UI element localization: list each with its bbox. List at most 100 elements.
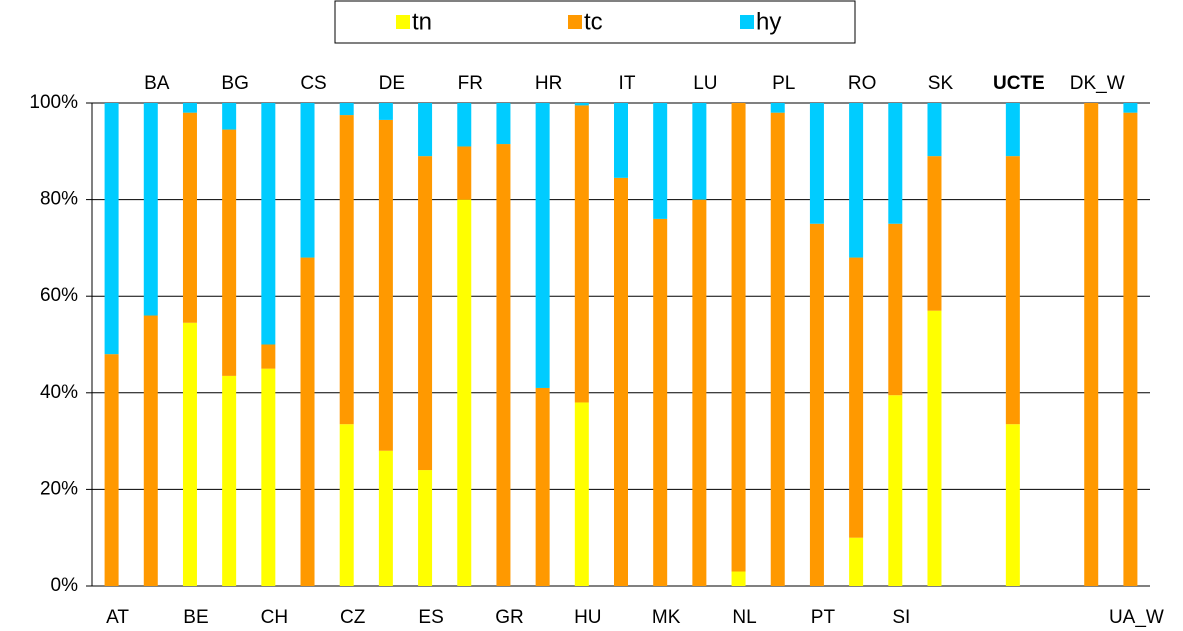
- bar-segment: [614, 103, 628, 178]
- bar-segment: [927, 103, 942, 157]
- bar-segment: [261, 368, 276, 586]
- bar-segment: [574, 105, 589, 403]
- legend-box: [334, 0, 856, 44]
- x-tick-label: CZ: [340, 607, 366, 628]
- bar-segment: [496, 103, 511, 145]
- bar-segment: [927, 156, 942, 311]
- bar-segment: [261, 344, 276, 369]
- bar-segment: [809, 103, 824, 224]
- bar-segment: [182, 322, 197, 586]
- y-tick-label: 60%: [40, 285, 78, 306]
- x-tick-label: IT: [619, 73, 636, 94]
- legend-swatch: [568, 15, 582, 29]
- bar-segment: [809, 223, 824, 586]
- bar-segment: [496, 144, 511, 586]
- bar-segment: [457, 199, 472, 586]
- bar-segment: [104, 103, 119, 355]
- x-tick-label: SK: [928, 73, 954, 94]
- x-tick-label: BG: [221, 73, 248, 94]
- bar-segment: [300, 257, 315, 586]
- bar-segment: [378, 450, 393, 586]
- x-tick-label: DE: [379, 73, 405, 94]
- bar-segment: [418, 156, 433, 471]
- x-tick-label: ES: [418, 607, 443, 628]
- bar-segment: [418, 470, 433, 586]
- bar-segment: [1005, 424, 1020, 586]
- bar-segment: [143, 103, 158, 316]
- legend-swatch: [396, 15, 410, 29]
- bar-segment: [222, 129, 237, 376]
- bar-segment: [770, 103, 785, 113]
- bar-segment: [261, 103, 276, 345]
- x-tick-label: CS: [300, 73, 326, 94]
- bar-segment: [731, 103, 746, 572]
- bar-segment: [535, 103, 550, 388]
- bar-segment: [143, 315, 158, 586]
- bar-segment: [104, 354, 119, 586]
- bar-segment: [222, 375, 237, 586]
- bar-segment: [339, 115, 354, 425]
- x-tick-label: NL: [732, 607, 756, 628]
- bar-segment: [614, 177, 628, 587]
- x-tick-label: SI: [892, 607, 910, 628]
- y-tick-label: 20%: [40, 478, 78, 499]
- legend-swatch: [740, 15, 754, 29]
- y-tick-label: 40%: [40, 382, 78, 403]
- bar-segment: [535, 387, 550, 586]
- x-tick-label: BA: [144, 73, 170, 94]
- x-tick-label: MK: [652, 607, 681, 628]
- x-tick-label: RO: [848, 73, 877, 94]
- bar-segment: [574, 402, 589, 586]
- x-tick-label: PL: [772, 73, 795, 94]
- x-tick-label: DK_W: [1070, 73, 1125, 94]
- x-tick-label: HU: [574, 607, 601, 628]
- bar-segment: [849, 537, 864, 586]
- bar-segment: [182, 112, 197, 323]
- x-tick-label: HR: [535, 73, 562, 94]
- bar-segment: [339, 424, 354, 586]
- bar-segment: [731, 571, 746, 586]
- x-tick-label: GR: [495, 607, 524, 628]
- x-tick-label: LU: [693, 73, 717, 94]
- bar-segment: [849, 257, 864, 538]
- bar-segment: [339, 103, 354, 116]
- x-tick-label: PT: [811, 607, 836, 628]
- bar-segment: [1005, 156, 1020, 425]
- bar-segment: [888, 103, 903, 224]
- legend: tn tc hy: [334, 0, 856, 44]
- bar-segment: [770, 112, 785, 586]
- legend-label: hy: [756, 8, 781, 35]
- bar-segment: [300, 103, 315, 258]
- bar-segment: [378, 103, 393, 120]
- y-tick-label: 80%: [40, 189, 78, 210]
- bar-segment: [692, 103, 707, 200]
- bar-segment: [378, 119, 393, 451]
- bar-segment: [653, 103, 668, 219]
- bar-segment: [222, 103, 237, 130]
- legend-label: tc: [584, 8, 603, 35]
- x-tick-label: BE: [183, 607, 208, 628]
- x-tick-label: FR: [458, 73, 483, 94]
- bar-segment: [182, 103, 197, 113]
- bar-segment: [1123, 103, 1138, 113]
- legend-label: tn: [412, 8, 432, 35]
- bar-segment: [1123, 112, 1138, 586]
- bar-segment: [457, 146, 472, 200]
- x-tick-label: UA_W: [1109, 607, 1164, 628]
- bar-segment: [574, 103, 589, 106]
- x-tick-label: CH: [261, 607, 288, 628]
- bar-segment: [849, 103, 864, 258]
- bar-segment: [927, 310, 942, 586]
- bar-segment: [653, 218, 668, 587]
- bar-segment: [1005, 103, 1020, 157]
- bar-segment: [692, 199, 707, 586]
- bar-segment: [888, 223, 903, 396]
- x-tick-label: UCTE: [993, 73, 1045, 94]
- y-tick-label: 100%: [29, 92, 78, 113]
- bar-segment: [457, 103, 472, 147]
- y-tick-label: 0%: [51, 575, 79, 596]
- bar-segment: [418, 103, 433, 157]
- x-tick-label: AT: [106, 607, 129, 628]
- bar-segment: [888, 395, 903, 586]
